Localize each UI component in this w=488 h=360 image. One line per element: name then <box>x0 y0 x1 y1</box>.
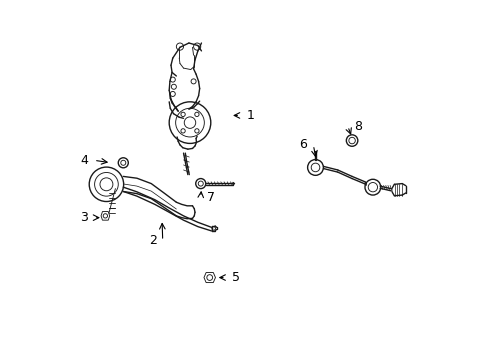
Text: 1: 1 <box>246 109 254 122</box>
Text: 7: 7 <box>206 191 214 204</box>
Text: 4: 4 <box>80 154 88 167</box>
Text: 2: 2 <box>148 234 156 247</box>
Text: 5: 5 <box>231 271 240 284</box>
Text: 3: 3 <box>80 211 88 224</box>
Text: 6: 6 <box>299 138 306 151</box>
Text: 8: 8 <box>353 120 361 133</box>
